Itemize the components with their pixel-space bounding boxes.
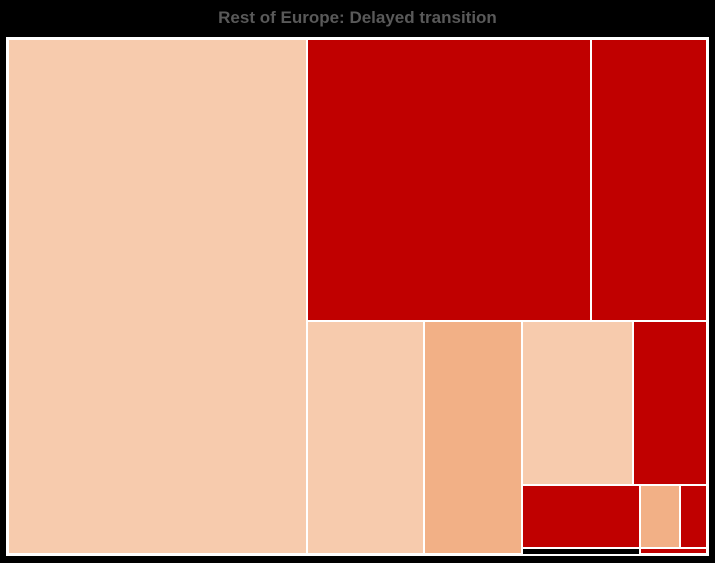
treemap-tile-9: [639, 484, 681, 549]
treemap-tile-4: [306, 320, 425, 555]
treemap-tile-10: [679, 484, 708, 549]
treemap-tile-7: [632, 320, 708, 486]
treemap-tile-6: [521, 320, 634, 486]
treemap-tiles: [7, 38, 708, 555]
treemap-tile-5: [423, 320, 523, 555]
treemap-tile-2: [306, 38, 592, 322]
treemap-tile-8: [521, 484, 641, 549]
chart-title: Rest of Europe: Delayed transition: [218, 8, 497, 27]
treemap-tile-11: [639, 547, 708, 555]
treemap-tile-3: [590, 38, 708, 322]
treemap-tile-1: [7, 38, 308, 555]
